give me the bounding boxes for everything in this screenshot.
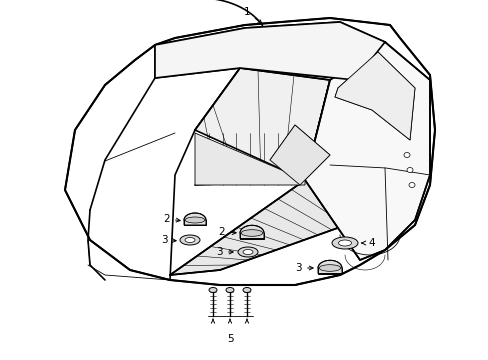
- Ellipse shape: [184, 238, 195, 243]
- Ellipse shape: [180, 235, 200, 245]
- Polygon shape: [65, 18, 434, 285]
- Ellipse shape: [241, 230, 262, 236]
- Ellipse shape: [225, 288, 234, 292]
- Ellipse shape: [319, 265, 340, 271]
- Text: 3: 3: [161, 235, 176, 245]
- Polygon shape: [317, 260, 341, 274]
- Text: 5: 5: [226, 334, 233, 344]
- Ellipse shape: [331, 237, 357, 249]
- Ellipse shape: [338, 240, 351, 246]
- Text: 3: 3: [295, 263, 312, 273]
- Polygon shape: [195, 133, 305, 185]
- Text: 1: 1: [243, 7, 262, 24]
- Polygon shape: [195, 68, 329, 180]
- Polygon shape: [269, 125, 329, 185]
- Ellipse shape: [208, 288, 217, 292]
- Ellipse shape: [238, 247, 258, 257]
- Text: 2: 2: [163, 214, 180, 224]
- Ellipse shape: [243, 249, 252, 255]
- Polygon shape: [170, 180, 359, 275]
- Text: 2: 2: [218, 227, 236, 237]
- Polygon shape: [305, 42, 429, 260]
- Polygon shape: [183, 213, 205, 225]
- Ellipse shape: [408, 183, 414, 188]
- Ellipse shape: [243, 288, 250, 292]
- Polygon shape: [240, 225, 264, 238]
- Text: 3: 3: [216, 247, 233, 257]
- Text: 4: 4: [361, 238, 374, 248]
- Polygon shape: [334, 52, 414, 140]
- Polygon shape: [155, 22, 384, 80]
- Ellipse shape: [185, 217, 204, 223]
- Ellipse shape: [403, 153, 409, 158]
- Ellipse shape: [406, 167, 412, 172]
